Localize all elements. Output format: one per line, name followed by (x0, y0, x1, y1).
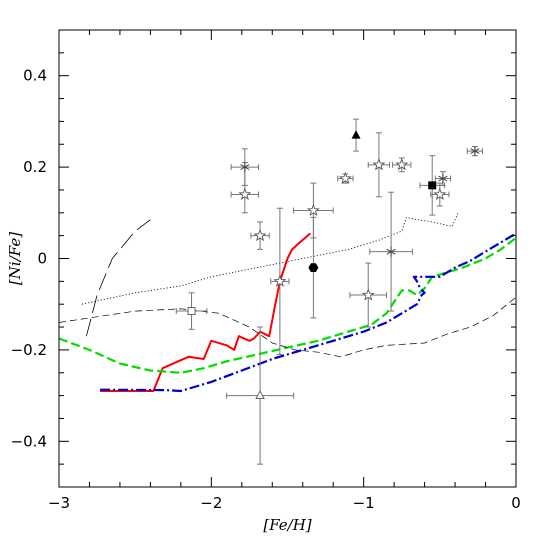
tick-labels: −3 −2 −1 0 −0.4 −0.2 0 0.2 0.4 (11, 67, 521, 512)
open-triangle-marker (255, 390, 265, 400)
x-axis-label: [Fe/H] (263, 516, 311, 534)
asterisk-stroke (240, 164, 250, 171)
star-marker (372, 158, 386, 171)
filled-triangle-marker (351, 130, 361, 139)
filled-square-marker (428, 181, 437, 190)
asterisk-stroke (386, 248, 396, 255)
asterisk-stroke (438, 175, 448, 182)
y-tick-label: 0.4 (23, 67, 47, 85)
model-curve-dotted (81, 212, 459, 305)
model-curve-dashdot (100, 232, 517, 393)
model-curve-thindash (58, 297, 517, 358)
filled-hexagon-marker (308, 263, 319, 272)
asterisk-marker (386, 246, 396, 257)
y-tick-label: −0.2 (11, 341, 47, 359)
asterisk-marker (470, 146, 480, 157)
y-tick-label: −0.4 (11, 432, 47, 450)
star-marker (338, 171, 352, 185)
model-curve-longdash (86, 219, 151, 337)
x-tick-label: 0 (511, 494, 521, 512)
data-points (187, 130, 480, 400)
y-axis-label: [Ni/Fe] (6, 232, 24, 285)
star-marker (238, 187, 252, 201)
asterisk-stroke (470, 148, 480, 155)
y-tick-label: 0.2 (23, 158, 47, 176)
asterisk-marker (438, 173, 448, 184)
star-marker (273, 274, 287, 287)
x-tick-label: −1 (353, 494, 375, 512)
model-curves (58, 212, 517, 393)
asterisk-marker (240, 162, 250, 173)
x-tick-label: −2 (200, 494, 222, 512)
error-bars (175, 118, 483, 465)
x-tick-label: −3 (48, 494, 70, 512)
star-marker (361, 288, 375, 301)
star-marker (395, 157, 409, 171)
star-marker (253, 228, 267, 242)
open-square-marker (187, 307, 196, 316)
model-curve-solid (100, 232, 311, 392)
y-tick-label: 0 (37, 250, 47, 268)
plot-frame (58, 29, 517, 488)
star-marker (306, 203, 320, 217)
star-marker (433, 187, 447, 201)
